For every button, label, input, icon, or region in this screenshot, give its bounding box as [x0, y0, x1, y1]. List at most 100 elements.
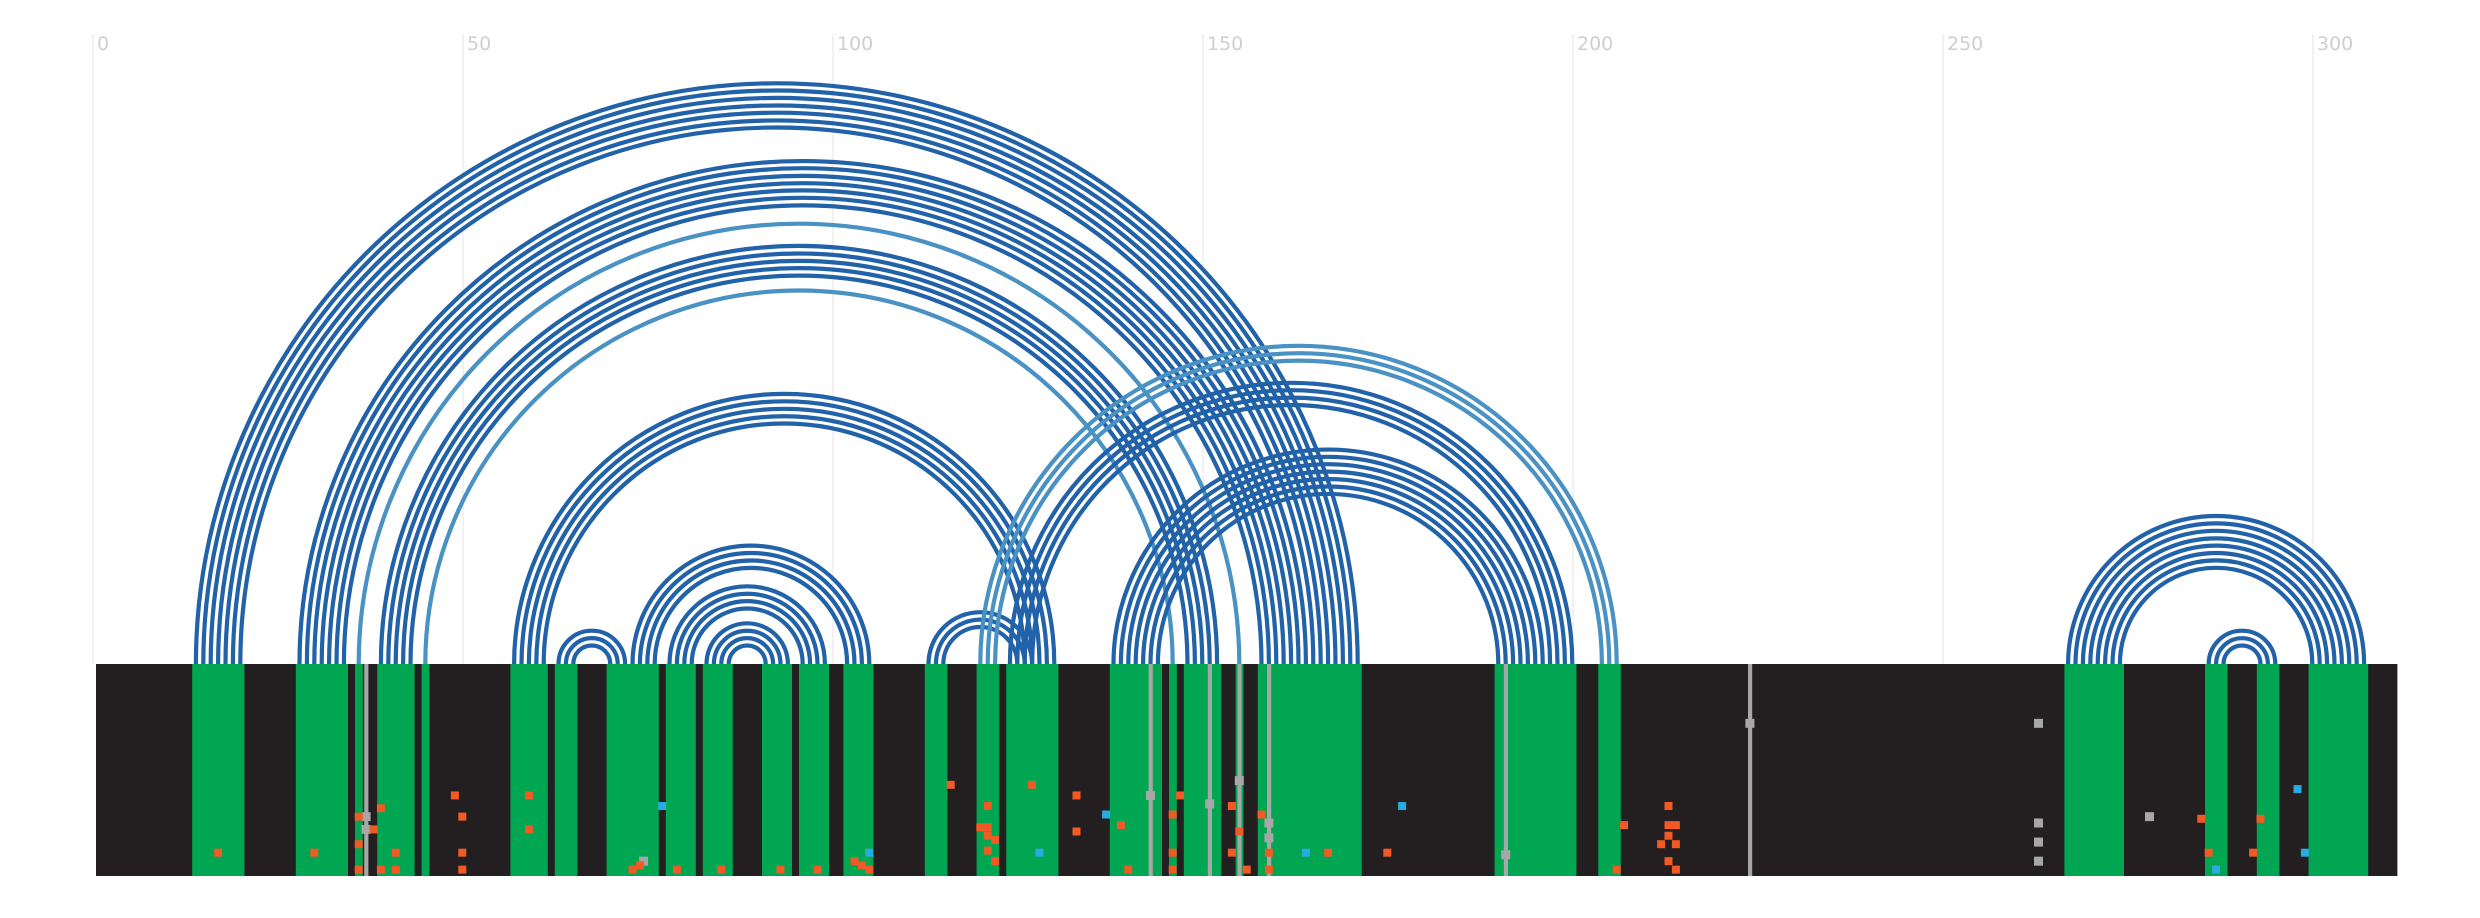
mismatch-mark: [1176, 791, 1185, 800]
gap-mark: [361, 824, 371, 834]
base-pair-arc: [319, 180, 1286, 665]
paired-column: [621, 664, 630, 876]
mismatch-mark: [1124, 865, 1133, 874]
mismatch-mark: [2249, 848, 2258, 857]
paired-column: [2086, 664, 2095, 876]
paired-column: [1509, 664, 1518, 876]
paired-column: [2264, 664, 2272, 876]
paired-column: [325, 664, 334, 876]
gap-column: [364, 664, 369, 876]
paired-column: [399, 664, 408, 876]
paired-column: [784, 664, 792, 876]
base-pair-arc: [386, 251, 1212, 665]
base-pair-arc: [230, 118, 1323, 665]
paired-column: [2345, 664, 2354, 876]
paired-column: [554, 664, 563, 876]
paired-column: [2360, 664, 2369, 876]
paired-column: [976, 664, 985, 876]
tick-label: 200: [1577, 33, 1613, 55]
base-pair-arc: [378, 243, 1220, 665]
mismatch-mark: [1671, 821, 1680, 830]
base-pair-arc: [645, 558, 857, 665]
paired-column: [2079, 664, 2087, 876]
base-pair-arc: [719, 636, 776, 665]
paired-column: [1331, 664, 1340, 876]
paired-column: [377, 664, 385, 876]
paired-column: [606, 664, 615, 876]
base-pair-arc: [2221, 643, 2263, 665]
mismatch-mark: [458, 812, 467, 821]
mismatch-mark: [1227, 802, 1236, 811]
mismatch-mark: [1664, 821, 1673, 830]
paired-column: [1139, 664, 1148, 876]
paired-column: [1021, 664, 1029, 876]
base-pair-arc: [312, 173, 1294, 665]
base-pair-arc: [993, 358, 1604, 665]
paired-column: [1117, 664, 1125, 876]
paired-column: [2101, 664, 2110, 876]
mismatch-mark: [776, 865, 785, 874]
gap-mark: [1146, 790, 1155, 800]
paired-column: [821, 664, 829, 876]
insertion-mark: [2300, 848, 2309, 857]
x-axis-ticks: 0 50 100 150 200 250 300: [97, 33, 2353, 55]
paired-column: [1346, 664, 1355, 876]
gap-mark: [1501, 850, 1511, 860]
paired-column: [643, 664, 652, 876]
base-pair-arc: [2095, 543, 2337, 665]
mismatch-mark: [991, 835, 1000, 844]
paired-column: [1028, 664, 1037, 876]
base-pair-arc: [674, 591, 820, 665]
paired-column: [1280, 664, 1288, 876]
insertion-mark: [1102, 810, 1111, 819]
mismatch-mark: [850, 857, 859, 866]
mismatch-mark: [354, 812, 363, 821]
gap-mark: [1264, 833, 1274, 843]
mismatch-mark: [524, 791, 533, 800]
paired-column: [1272, 664, 1281, 876]
mismatch-mark: [983, 823, 992, 832]
base-pair-arc: [1126, 462, 1530, 665]
paired-column: [562, 664, 570, 876]
paired-column: [939, 664, 948, 876]
paired-column: [221, 664, 230, 876]
gap-column: [1267, 664, 1272, 876]
paired-column: [2353, 664, 2361, 876]
base-pair-arc: [1007, 380, 1575, 665]
paired-column: [762, 664, 770, 876]
paired-column: [2116, 664, 2124, 876]
gap-mark: [361, 812, 371, 822]
base-pair-arc: [1118, 454, 1538, 665]
mismatch-mark: [1657, 840, 1666, 849]
paired-column: [1324, 664, 1333, 876]
mismatch-mark: [946, 780, 955, 789]
base-pair-arc: [571, 643, 613, 665]
mismatch-mark: [1116, 821, 1125, 830]
paired-column: [1317, 664, 1325, 876]
base-pair-arc: [978, 343, 1619, 665]
mismatch-mark: [376, 865, 385, 874]
mismatch-mark: [2197, 814, 2206, 823]
paired-column: [2064, 664, 2073, 876]
paired-column: [1568, 664, 1577, 876]
mismatch-mark: [1324, 848, 1333, 857]
paired-column: [991, 664, 1000, 876]
paired-column: [1539, 664, 1547, 876]
paired-column: [295, 664, 304, 876]
mismatch-mark: [2256, 814, 2265, 823]
tick-label: 250: [1947, 33, 1983, 55]
base-pair-arc: [297, 158, 1308, 665]
paired-column: [1183, 664, 1192, 876]
paired-column: [2323, 664, 2332, 876]
base-pair-arc: [2080, 528, 2352, 665]
paired-column: [1124, 664, 1133, 876]
paired-column: [310, 664, 319, 876]
insertion-mark: [865, 848, 874, 857]
base-pair-arc: [985, 351, 1612, 665]
paired-column: [510, 664, 519, 876]
paired-column: [1494, 664, 1503, 876]
paired-column: [392, 664, 400, 876]
gap-mark: [1234, 776, 1244, 786]
gap-mark: [2034, 718, 2043, 728]
